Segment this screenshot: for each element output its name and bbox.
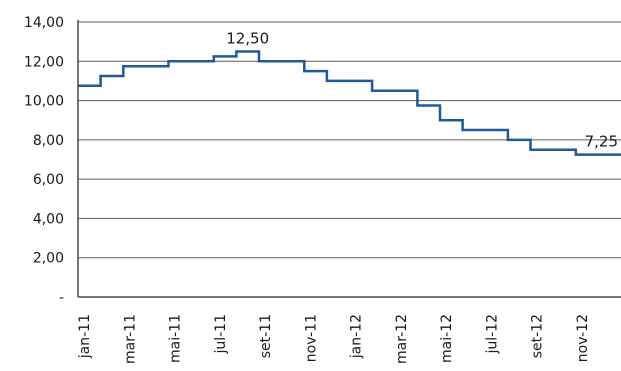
- x-tick-label: nov-12: [575, 314, 591, 362]
- series-line: [78, 50, 621, 156]
- x-tick-label: jul-12: [484, 314, 500, 355]
- x-tick-label: jan-11: [77, 314, 93, 359]
- data-labels: 12,50 7,25: [226, 29, 618, 150]
- x-tick-label: nov-11: [303, 314, 319, 362]
- x-tick-label: set-12: [530, 314, 546, 358]
- x-tick-label: jul-11: [213, 314, 229, 355]
- data-label: 7,25: [585, 133, 618, 151]
- y-tick-label: 14,00: [24, 15, 64, 31]
- series-layer: [78, 50, 621, 156]
- x-tick-label: mar-11: [122, 314, 138, 364]
- x-tick-label: mai-12: [439, 314, 455, 363]
- y-axis-tick-labels: - 2,00 4,00 6,00 8,00 10,00 12,00 14,00: [24, 15, 64, 306]
- x-axis-tick-labels: jan-11 mar-11 mai-11 jul-11 set-11 nov-11 jan-…: [77, 314, 591, 364]
- x-tick-label: set-11: [258, 314, 274, 358]
- y-tick-label: 8,00: [33, 133, 64, 149]
- axes: [77, 20, 621, 298]
- x-tick-label: jan-12: [349, 314, 365, 359]
- x-tick-label: mar-12: [394, 314, 410, 364]
- data-label: 12,50: [226, 29, 269, 47]
- x-tick-label: mai-11: [168, 314, 184, 363]
- gridlines: [78, 21, 621, 259]
- y-tick-label: 6,00: [33, 172, 64, 188]
- y-tick-label: -: [59, 290, 64, 306]
- y-tick-label: 2,00: [33, 251, 64, 267]
- y-tick-label: 12,00: [24, 54, 64, 70]
- y-tick-label: 4,00: [33, 211, 64, 227]
- y-tick-label: 10,00: [24, 94, 64, 110]
